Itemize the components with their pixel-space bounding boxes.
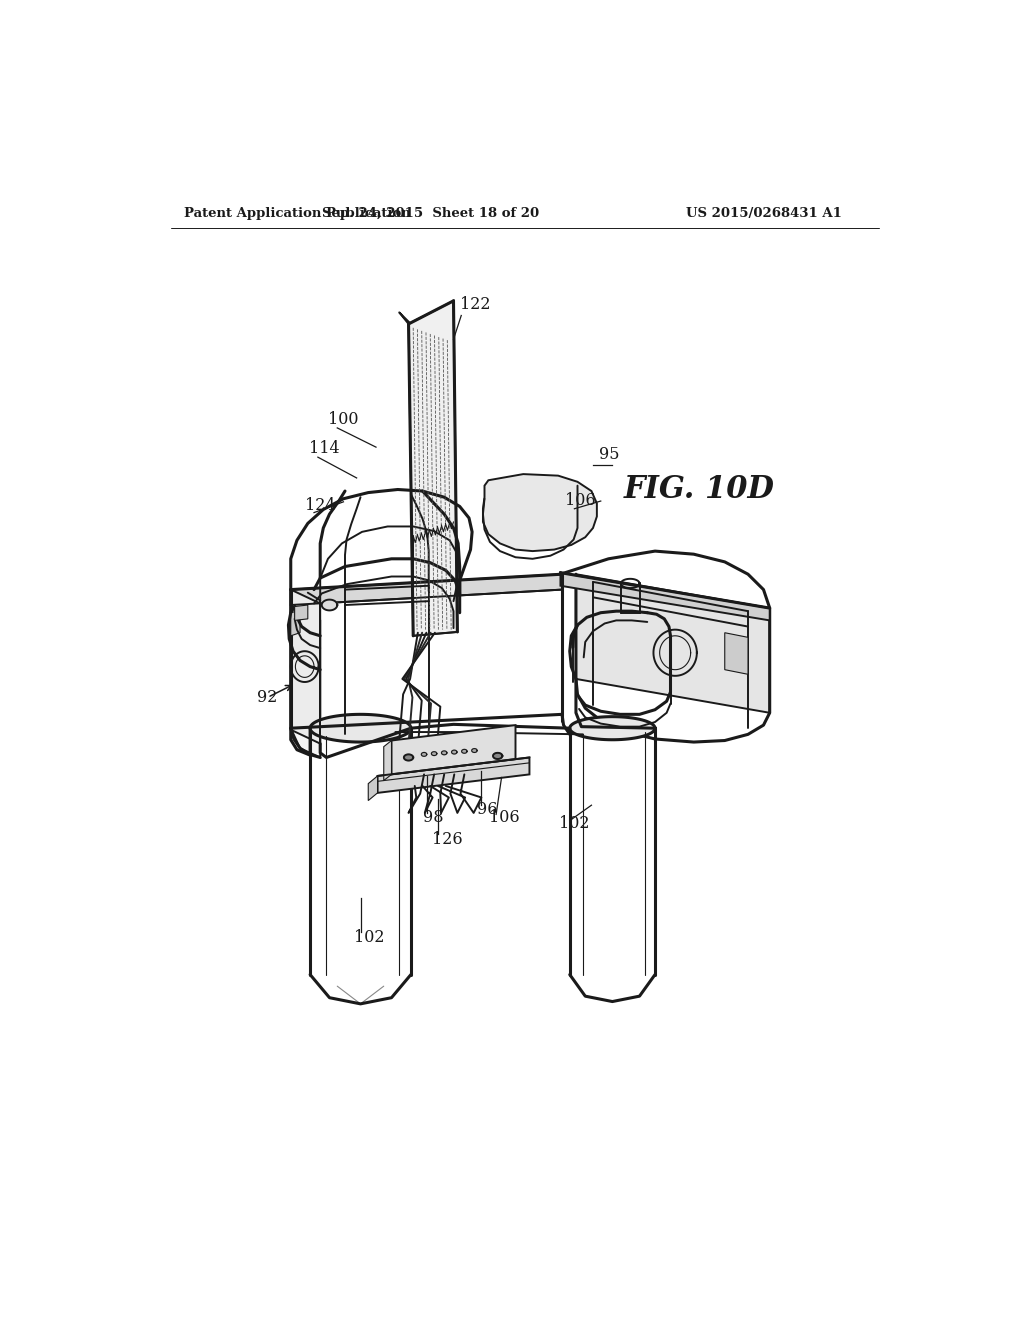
Text: 92: 92 bbox=[257, 689, 278, 706]
Polygon shape bbox=[291, 590, 321, 758]
Polygon shape bbox=[431, 751, 437, 755]
Polygon shape bbox=[291, 574, 562, 605]
Polygon shape bbox=[483, 474, 597, 552]
Polygon shape bbox=[322, 599, 337, 610]
Polygon shape bbox=[472, 748, 477, 752]
Text: 114: 114 bbox=[309, 441, 340, 457]
Text: 106: 106 bbox=[489, 809, 520, 826]
Polygon shape bbox=[384, 741, 391, 780]
Polygon shape bbox=[569, 717, 655, 739]
Text: 98: 98 bbox=[423, 809, 443, 826]
Text: Sep. 24, 2015  Sheet 18 of 20: Sep. 24, 2015 Sheet 18 of 20 bbox=[322, 207, 539, 220]
Polygon shape bbox=[409, 301, 458, 636]
Polygon shape bbox=[403, 755, 414, 760]
Text: 95: 95 bbox=[599, 446, 620, 463]
Polygon shape bbox=[441, 751, 446, 755]
Text: 106: 106 bbox=[565, 492, 596, 510]
Polygon shape bbox=[725, 632, 748, 675]
Polygon shape bbox=[452, 750, 457, 754]
Polygon shape bbox=[560, 573, 770, 620]
Polygon shape bbox=[391, 725, 515, 775]
Polygon shape bbox=[310, 714, 411, 742]
Polygon shape bbox=[295, 605, 308, 620]
Polygon shape bbox=[369, 776, 378, 800]
Polygon shape bbox=[462, 750, 467, 754]
Polygon shape bbox=[575, 574, 770, 713]
Polygon shape bbox=[493, 752, 503, 759]
Text: 96: 96 bbox=[477, 801, 498, 818]
Polygon shape bbox=[291, 590, 321, 743]
Text: 122: 122 bbox=[460, 296, 490, 313]
Polygon shape bbox=[421, 752, 427, 756]
Text: FIG. 10D: FIG. 10D bbox=[624, 474, 775, 506]
Text: 102: 102 bbox=[354, 929, 385, 946]
Text: 102: 102 bbox=[559, 816, 590, 833]
Text: 100: 100 bbox=[328, 411, 358, 428]
Polygon shape bbox=[291, 610, 300, 636]
Text: 124: 124 bbox=[305, 496, 335, 513]
Text: Patent Application Publication: Patent Application Publication bbox=[183, 207, 411, 220]
Text: US 2015/0268431 A1: US 2015/0268431 A1 bbox=[686, 207, 842, 220]
Text: 126: 126 bbox=[432, 830, 463, 847]
Polygon shape bbox=[378, 758, 529, 793]
